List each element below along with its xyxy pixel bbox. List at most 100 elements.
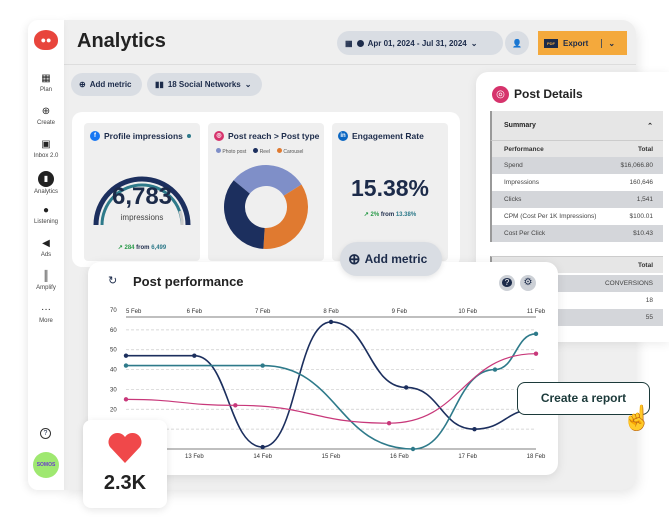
profile-impressions-card[interactable]: f Profile impressions 6,783 impressions ↗…	[84, 123, 200, 261]
add-metric-label: Add metric	[89, 80, 132, 89]
more-icon: ···	[41, 304, 51, 315]
series-line	[125, 353, 537, 424]
export-button[interactable]: PDF Export ⌄	[538, 31, 627, 55]
trend-up-icon: ↗	[363, 212, 371, 218]
sidebar-item-analytics[interactable]: ▮ Analytics	[28, 171, 64, 195]
sidebar-item-label: Analytics	[33, 189, 58, 195]
header-divider	[62, 64, 636, 65]
chevron-down-icon[interactable]: ⌄	[601, 38, 615, 48]
settings-button[interactable]: ⚙	[520, 275, 536, 291]
top-x-tick-label: 11 Feb	[527, 309, 546, 315]
top-x-tick-label: 7 Feb	[255, 309, 271, 315]
gauge-remaining-arc	[178, 210, 184, 226]
chart-title: Post performance	[133, 274, 244, 289]
inbox-icon: ▣	[41, 139, 51, 150]
summary-label: Summary	[504, 122, 536, 129]
performance-icon: ↻	[108, 275, 118, 287]
bar-chart-icon: ▮▮	[155, 80, 164, 89]
metric-value: $16,066.80	[620, 162, 653, 169]
data-point	[533, 351, 539, 356]
data-point	[410, 446, 416, 452]
likes-card: 2.3K	[83, 420, 167, 508]
create-report-button[interactable]: Create a report	[517, 382, 650, 415]
chevron-up-icon: ⌃	[647, 122, 653, 130]
pdf-icon: PDF	[544, 38, 558, 48]
sidebar-item-listening[interactable]: ● Listening	[28, 204, 64, 225]
metric-value: $100.01	[629, 213, 654, 220]
y-tick-label: 60	[110, 328, 117, 334]
bottom-x-tick-label: 18 Feb	[527, 454, 546, 460]
post-reach-card[interactable]: ◎ Post reach > Post type Photo post Reel …	[208, 123, 324, 261]
top-x-tick-label: 5 Feb	[126, 309, 142, 315]
help-button[interactable]: ?	[499, 275, 515, 291]
top-x-tick-label: 6 Feb	[187, 309, 203, 315]
bottom-x-tick-label: 15 Feb	[322, 454, 341, 460]
instagram-icon: ◎	[492, 86, 509, 103]
legend-item: Carousel	[276, 148, 303, 155]
chevron-down-icon: ⌄	[470, 38, 478, 48]
change-value: 2%	[370, 212, 380, 218]
from-label: from	[136, 245, 150, 251]
legend-label: Reel	[259, 149, 270, 155]
col-header: Performance	[504, 145, 544, 153]
sidebar-item-inbox-2-0[interactable]: ▣ Inbox 2.0	[28, 138, 64, 159]
engagement-change: ↗ 2% from 13.38%	[332, 211, 448, 218]
from-label: from	[380, 212, 395, 218]
cell: 55	[645, 314, 653, 321]
date-range-picker[interactable]: ▦ Apr 01, 2024 - Jul 31, 2024 ⌄	[337, 31, 503, 55]
data-point	[403, 385, 409, 390]
sidebar-item-label: Listening	[33, 219, 59, 225]
add-user-button[interactable]: 👤	[505, 31, 529, 55]
networks-dropdown[interactable]: ▮▮ 18 Social Networks ⌄	[147, 73, 262, 96]
metric-value: 160,646	[629, 179, 654, 186]
data-point	[328, 319, 334, 325]
top-x-tick-label: 9 Feb	[392, 309, 408, 315]
y-tick-label: 70	[110, 308, 117, 314]
legend-item: Photo post	[216, 148, 246, 155]
page-title: Analytics	[77, 30, 166, 52]
legend-label: Photo post	[222, 149, 247, 155]
add-metric-label: Add metric	[364, 252, 428, 266]
sidebar-item-label: Amplify	[36, 285, 56, 291]
legend-swatch	[253, 148, 259, 153]
sidebar-item-ads[interactable]: ◀ Ads	[28, 237, 64, 258]
avatar[interactable]: SOMOS	[33, 452, 59, 478]
post-reach-donut	[224, 165, 308, 249]
sidebar-item-label: Inbox 2.0	[33, 153, 59, 159]
engagement-rate-card[interactable]: in Engagement Rate 15.38% ↗ 2% from 13.38…	[332, 123, 448, 261]
sidebar-item-more[interactable]: ··· More	[28, 303, 64, 324]
gauge-inner-arc	[100, 183, 184, 226]
data-point	[260, 363, 265, 368]
bottom-x-tick-label: 13 Feb	[185, 454, 204, 460]
data-point	[123, 363, 129, 368]
add-metric-button[interactable]: ⊕ Add metric	[71, 73, 142, 96]
data-point	[472, 426, 477, 432]
instagram-icon: ◎	[214, 131, 224, 141]
y-tick-label: 20	[110, 407, 117, 413]
legend-item: Reel	[253, 148, 270, 155]
from-value: 13.38%	[395, 212, 417, 218]
data-point	[192, 353, 197, 358]
table-row: Impressions 160,646	[490, 174, 663, 191]
sidebar-item-create[interactable]: ⊕ Create	[28, 105, 64, 126]
bottom-x-tick-label: 14 Feb	[253, 454, 272, 460]
metric-label: Spend	[504, 162, 523, 169]
owl-logo[interactable]: ●●	[34, 30, 58, 50]
table-row: Clicks 1,541	[490, 191, 663, 208]
sidebar-item-label: Plan	[39, 87, 52, 93]
plus-circle-icon: ⊕	[348, 251, 361, 268]
data-point	[233, 403, 238, 408]
bottom-x-tick-label: 16 Feb	[390, 454, 409, 460]
date-range-label: Apr 01, 2024 - Jul 31, 2024	[367, 38, 467, 48]
y-tick-label: 40	[110, 368, 117, 374]
sidebar-item-plan[interactable]: ▦ Plan	[28, 72, 64, 93]
bottom-x-tick-label: 17 Feb	[458, 454, 477, 460]
help-icon[interactable]: ?	[40, 428, 51, 439]
sidebar-item-amplify[interactable]: ║ Amplify	[28, 270, 64, 291]
calendar-icon: ▦	[41, 73, 51, 84]
add-metric-large-button[interactable]: ⊕ Add metric	[340, 242, 442, 276]
card-title: Profile impressions	[104, 131, 183, 141]
add-user-icon: 👤	[512, 38, 522, 48]
summary-toggle[interactable]: Summary ⌃	[490, 111, 663, 140]
